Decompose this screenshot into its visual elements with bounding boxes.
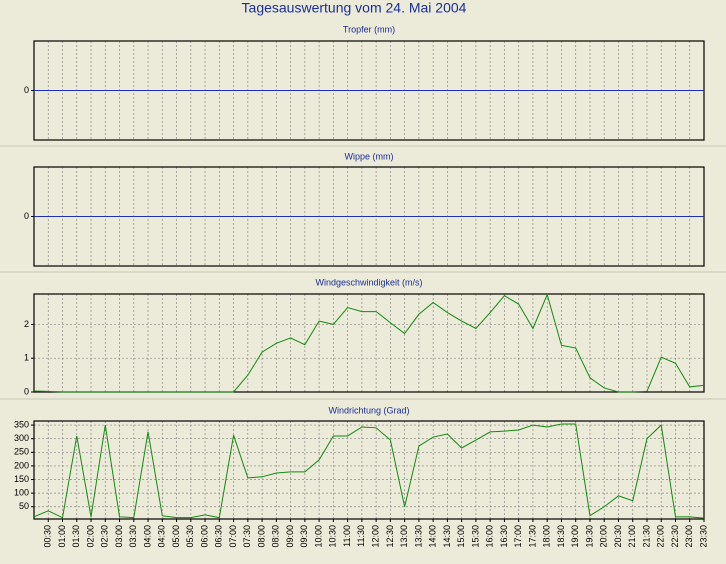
x-tick-label: 22:00 — [656, 525, 666, 548]
y-tick-label: 1 — [24, 353, 29, 363]
data-line — [33, 423, 705, 519]
x-tick-label: 05:30 — [185, 525, 195, 548]
x-tick-label: 10:30 — [328, 525, 338, 548]
x-tick-label: 22:30 — [670, 525, 680, 548]
page-title: Tagesauswertung vom 24. Mai 2004 — [242, 0, 467, 16]
plot-frame — [33, 420, 705, 520]
x-tick-label: 21:00 — [627, 525, 637, 548]
x-tick-label: 16:00 — [485, 525, 495, 548]
y-tick-label: 200 — [14, 460, 29, 470]
x-tick-label: 18:30 — [556, 525, 566, 548]
x-tick-label: 01:30 — [71, 525, 81, 548]
x-tick-label: 05:00 — [171, 525, 181, 548]
data-line — [33, 293, 705, 393]
x-tick-label: 17:00 — [513, 525, 523, 548]
x-tick-label: 03:30 — [128, 525, 138, 548]
y-tick-label: 150 — [14, 474, 29, 484]
y-tick-label: 0 — [24, 211, 29, 221]
y-tick-label: 350 — [14, 419, 29, 429]
y-tick-label: 250 — [14, 447, 29, 457]
x-tick-label: 20:30 — [613, 525, 623, 548]
x-tick-label: 06:00 — [199, 525, 209, 548]
chart-title: Windrichtung (Grad) — [328, 405, 409, 415]
x-tick-label: 01:00 — [57, 525, 67, 548]
y-tick-label: 50 — [19, 501, 29, 511]
x-tick-label: 07:00 — [228, 525, 238, 548]
x-tick-label: 04:00 — [142, 525, 152, 548]
y-tick-label: 2 — [24, 319, 29, 329]
x-tick-label: 10:00 — [313, 525, 323, 548]
x-tick-label: 15:30 — [470, 525, 480, 548]
x-tick-label: 06:30 — [214, 525, 224, 548]
x-tick-label: 02:30 — [100, 525, 110, 548]
x-tick-label: 14:30 — [442, 525, 452, 548]
x-tick-label: 23:30 — [698, 525, 708, 548]
x-tick-label: 09:00 — [285, 525, 295, 548]
x-tick-label: 03:00 — [114, 525, 124, 548]
x-tick-label: 23:00 — [684, 525, 694, 548]
x-tick-label: 14:00 — [428, 525, 438, 548]
x-tick-label: 19:30 — [584, 525, 594, 548]
x-tick-label: 11:00 — [342, 525, 352, 547]
x-tick-label: 04:30 — [157, 525, 167, 548]
x-tick-label: 12:00 — [371, 525, 381, 548]
x-tick-label: 09:30 — [299, 525, 309, 548]
x-tick-label: 08:30 — [271, 525, 281, 548]
x-tick-label: 17:30 — [527, 525, 537, 548]
plot-frame — [33, 293, 705, 393]
x-tick-label: 16:30 — [499, 525, 509, 548]
x-tick-label: 07:30 — [242, 525, 252, 548]
x-tick-label: 13:30 — [413, 525, 423, 548]
x-tick-label: 12:30 — [385, 525, 395, 548]
x-tick-label: 19:00 — [570, 525, 580, 548]
x-tick-label: 21:30 — [641, 525, 651, 548]
x-tick-label: 02:00 — [85, 525, 95, 548]
y-tick-label: 0 — [24, 386, 29, 396]
x-tick-label: 20:00 — [599, 525, 609, 548]
chart-title: Wippe (mm) — [345, 151, 394, 161]
y-tick-label: 0 — [24, 85, 29, 95]
x-tick-label: 13:00 — [399, 525, 409, 548]
chart-title: Tropfer (mm) — [343, 24, 395, 34]
x-tick-label: 11:30 — [356, 525, 366, 547]
chart-title: Windgeschwindigkeit (m/s) — [315, 277, 422, 287]
x-tick-label: 00:30 — [43, 525, 53, 548]
y-tick-label: 100 — [14, 488, 29, 498]
y-tick-label: 300 — [14, 433, 29, 443]
x-tick-label: 08:00 — [256, 525, 266, 548]
x-tick-label: 18:00 — [542, 525, 552, 548]
x-tick-label: 15:00 — [456, 525, 466, 548]
